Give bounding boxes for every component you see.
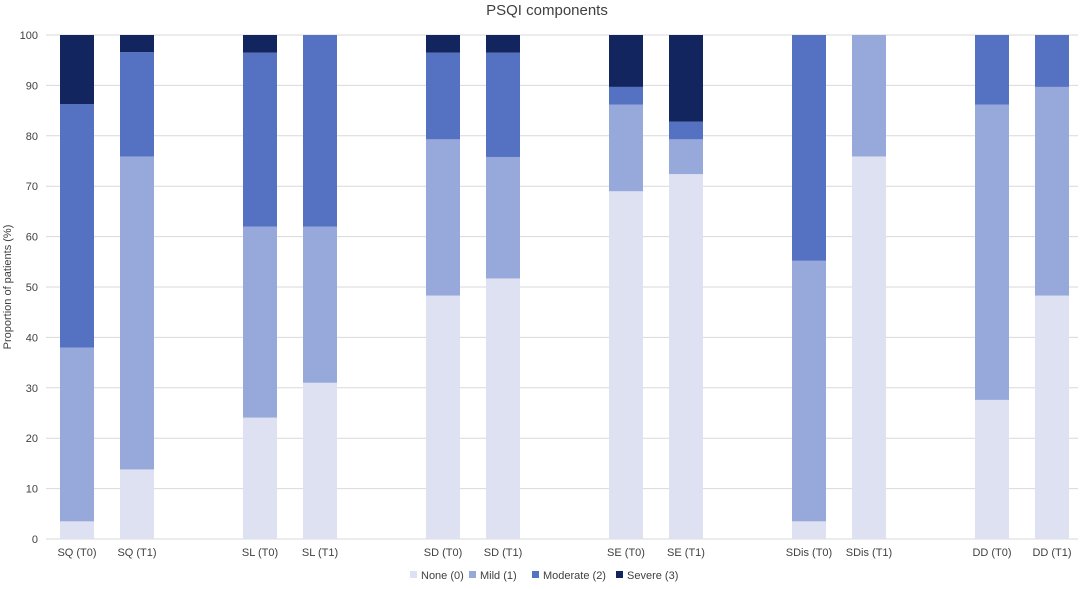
bar-segment [303,382,337,539]
bar-segment [60,35,94,105]
y-tick-label: 80 [26,131,38,143]
bar-segment [303,226,337,383]
bar-segment [792,521,826,539]
bar-segment [792,35,826,261]
y-axis-title: Proportion of patients (%) [2,225,14,350]
bar-segment [486,278,520,539]
y-tick-label: 70 [26,181,38,193]
bar-segment [120,469,154,539]
bar-segment [975,35,1009,105]
legend-label: Moderate (2) [543,570,606,582]
bar-segment [120,156,154,470]
bar-segment [426,35,460,53]
bar-segment [243,417,277,539]
bar-segment [792,260,826,522]
x-category-label: SE (T0) [607,547,645,559]
bar-segment [609,104,643,192]
bar-segment [669,174,703,539]
x-category-label: SL (T1) [302,547,338,559]
x-category-label: DD (T0) [972,547,1011,559]
bar-segment [852,35,886,157]
bar-segment [669,139,703,175]
gridlines [46,34,1078,540]
chart-title: PSQI components [486,2,608,19]
x-category-label: SL (T0) [242,547,278,559]
bar-segment [1035,295,1069,539]
bar-segment [975,399,1009,539]
bar-segment [669,35,703,122]
x-category-label: SD (T1) [484,547,523,559]
legend-label: None (0) [421,570,464,582]
y-tick-label: 100 [20,30,38,42]
bar-segment [609,191,643,540]
y-tick-label: 50 [26,282,38,294]
bar-segment [60,104,94,348]
y-tick-label: 40 [26,332,38,344]
bar-segment [60,347,94,522]
bar-segment [243,52,277,227]
bar-segment [426,295,460,539]
legend-swatch [532,571,539,578]
bar-segment [120,35,154,53]
bar-segment [243,35,277,53]
bar-segment [486,156,520,279]
legend-swatch [616,571,623,578]
y-tick-label: 20 [26,433,38,445]
x-category-label: SDis (T1) [846,547,892,559]
bar-segment [852,156,886,540]
bar-segment [609,35,643,87]
legend: None (0) Mild (1) Moderate (2) Severe (3) [410,570,678,582]
x-axis-labels: SQ (T0) SQ (T1) SL (T0) SL (T1) SD (T0) SD (T… [57,547,1071,559]
bars [60,35,1069,540]
x-category-label: SD (T0) [424,547,463,559]
y-tick-label: 90 [26,80,38,92]
y-axis-ticks: 0 10 20 30 40 50 60 70 80 90 100 [20,30,38,546]
bar-segment [120,52,154,157]
bar-segment [303,35,337,227]
bar-segment [1035,86,1069,296]
bar-segment [426,139,460,296]
x-category-label: SE (T1) [667,547,705,559]
legend-label: Severe (3) [627,570,678,582]
bar-segment [609,86,643,105]
bar-segment [1035,35,1069,87]
bar-segment [243,226,277,418]
bar-segment [60,521,94,539]
x-category-label: DD (T1) [1032,547,1071,559]
legend-swatch [469,571,476,578]
bar-segment [426,52,460,140]
y-tick-label: 10 [26,484,38,496]
x-category-label: SDis (T0) [786,547,832,559]
y-tick-label: 0 [32,534,38,546]
bar-segment [486,35,520,53]
legend-swatch [410,571,417,578]
x-category-label: SQ (T1) [117,547,156,559]
legend-label: Mild (1) [480,570,517,582]
y-tick-label: 30 [26,383,38,395]
bar-segment [669,121,703,140]
bar-segment [975,104,1009,400]
y-tick-label: 60 [26,232,38,244]
bar-segment [486,52,520,157]
x-category-label: SQ (T0) [57,547,96,559]
